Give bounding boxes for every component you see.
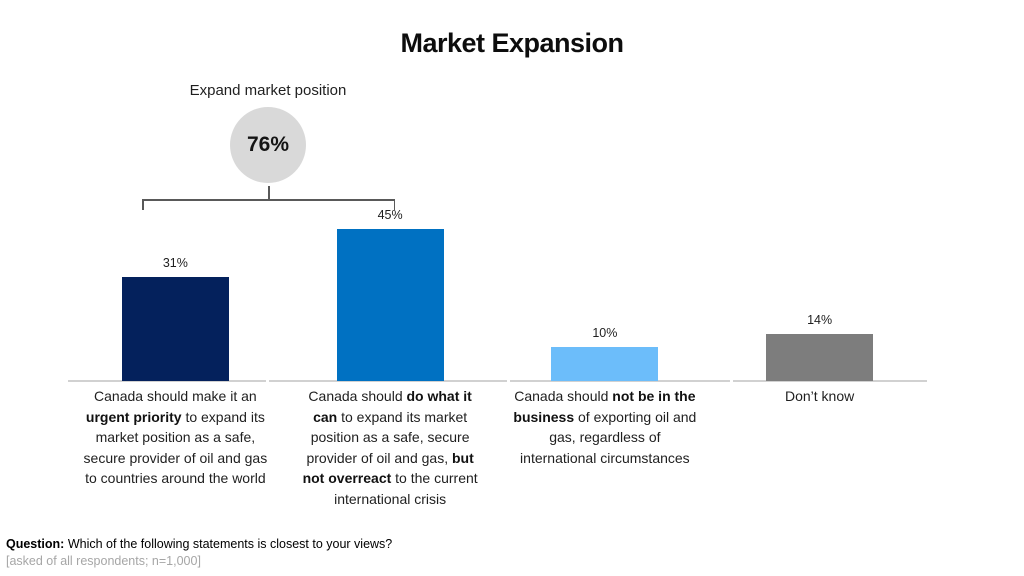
category-axis-line (269, 380, 507, 382)
bar-3 (551, 347, 659, 381)
footnote-question: Question: Which of the following stateme… (6, 536, 392, 553)
bracket-right-tick (393, 199, 395, 210)
category-label-4: Don’t know (784, 388, 855, 404)
bar-1 (121, 277, 229, 381)
category-label-1: Canada should make it an urgent priority… (83, 388, 268, 486)
category-axis-line (733, 380, 927, 382)
bracket-stem (268, 186, 270, 200)
annotation-value: 76% (246, 133, 290, 156)
footnote-question-label: Question: (6, 537, 65, 551)
annotation-label: Expand market position (189, 82, 347, 99)
footnote: Question: Which of the following stateme… (6, 536, 392, 570)
annotation-circle: 76% (230, 107, 306, 183)
category-label-2: Canada should do what it can to expand i… (302, 388, 478, 507)
category-axis-line (68, 380, 266, 382)
bar-2 (336, 229, 444, 381)
bracket-left-tick (142, 199, 144, 210)
footnote-sample: [asked of all respondents; n=1,000] (6, 554, 201, 568)
category-label-3: Canada should not be in the business of … (513, 388, 697, 466)
bar-4 (766, 334, 874, 381)
value-label-1: 31% (162, 256, 188, 270)
chart-title: Market Expansion (400, 28, 624, 58)
value-label-3: 10% (592, 326, 618, 340)
footnote-question-text: Which of the following statements is clo… (64, 537, 393, 551)
value-label-4: 14% (807, 313, 833, 327)
bracket-horizontal (142, 199, 395, 201)
category-axis-line (510, 380, 730, 382)
value-label-2: 45% (377, 208, 403, 222)
